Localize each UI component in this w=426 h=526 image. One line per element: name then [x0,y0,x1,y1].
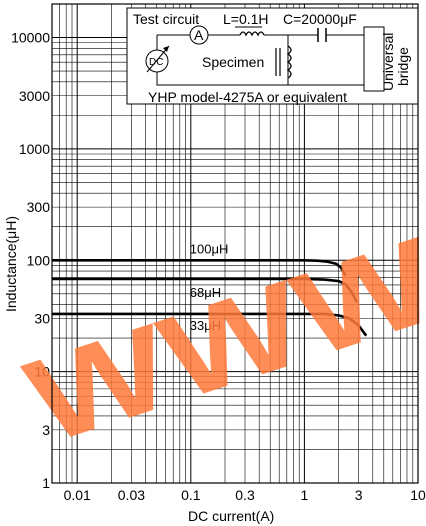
arrow-head-icon [163,46,169,52]
x-axis-title: DC current(A) [188,508,274,524]
y-axis-title: Inductance(μH) [3,216,19,312]
ammeter-label: A [194,27,204,43]
y-tick-label: 1000 [19,141,50,157]
plot-frame [51,3,419,484]
bridge-box [363,26,385,92]
inset-caption: YHP model-4275A or equivalent [148,89,347,105]
bridge-label-line1: Universal [380,33,396,91]
x-tick-label: 10 [410,487,426,503]
specimen-label: Specimen [202,54,264,70]
dc-source-label: DC [149,57,163,68]
y-tick-label: 1 [42,475,50,491]
tick-labels: 0.01 0.03 0.1 0.3 1 3 10 1 3 10 30 100 300 1000 3000 10… [11,30,426,503]
curves [52,259,368,337]
y-tick-label: 10 [34,364,50,380]
capacitor-label: C=20000μF [283,11,357,27]
series-labels: 100μH 68μH 33μH [190,241,229,333]
inductor-label: L=0.1H [223,11,269,27]
y-tick-label: 300 [27,199,51,215]
y-tick-label: 30 [34,310,50,326]
inductor-icon [239,31,265,37]
x-tick-label: 0.1 [181,487,201,503]
test-circuit-inset: Test circuit L=0.1H C=20000μF A DC Speci… [126,7,419,105]
x-tick-label: 3 [355,487,363,503]
x-tick-label: 0.01 [64,487,91,503]
y-tick-label: 100 [27,252,51,268]
x-tick-label: 0.3 [235,487,255,503]
series-line-1 [52,277,359,303]
y-tick-label: 3000 [19,88,50,104]
specimen-bg [272,48,286,76]
y-tick-label: 10000 [11,30,50,46]
x-tick-label: 0.03 [118,487,145,503]
series-line-0 [52,259,347,277]
specimen-coil-icon [286,45,292,79]
series-label-1: 68μH [190,285,221,300]
y-tick-label: 3 [42,422,50,438]
series-label-0: 100μH [190,241,229,256]
bridge-label-line2: bridge [395,47,411,86]
variable-arrow-icon [146,45,170,73]
inset-title: Test circuit [133,11,199,27]
series-line-2 [52,312,368,337]
ammeter-icon [189,25,209,45]
x-tick-label: 1 [301,487,309,503]
series-label-2: 33μH [190,318,221,333]
